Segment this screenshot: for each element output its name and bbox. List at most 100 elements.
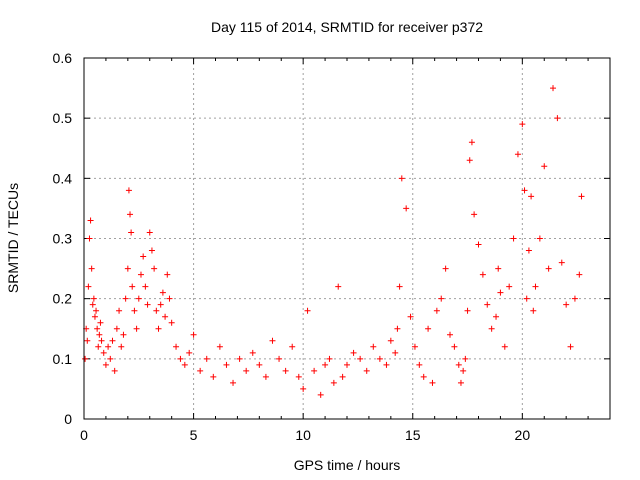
data-point [433, 307, 440, 314]
data-point [82, 355, 89, 362]
data-point [282, 367, 289, 374]
data-point [363, 367, 370, 374]
data-point [125, 187, 132, 194]
data-point [488, 325, 495, 332]
data-point [111, 367, 118, 374]
data-point [256, 361, 263, 368]
data-point [216, 343, 223, 350]
data-point [173, 343, 180, 350]
data-point [166, 295, 173, 302]
data-point [407, 313, 414, 320]
data-point [326, 355, 333, 362]
data-point [376, 355, 383, 362]
x-tick-label: 5 [190, 427, 198, 443]
data-point [85, 283, 92, 290]
x-tick-label: 20 [515, 427, 531, 443]
data-point [394, 325, 401, 332]
data-point [344, 361, 350, 368]
chart-title: Day 115 of 2014, SRMTID for receiver p37… [211, 19, 483, 35]
data-point [460, 367, 467, 374]
data-point [317, 391, 324, 398]
data-point [510, 235, 517, 242]
data-point [102, 361, 109, 368]
data-point [545, 265, 552, 272]
x-tick-label: 10 [295, 427, 311, 443]
data-point [210, 373, 217, 380]
data-point [330, 379, 337, 386]
data-point [144, 301, 151, 308]
data-point [135, 295, 142, 302]
data-point [159, 289, 166, 296]
data-point [124, 265, 131, 272]
data-point [550, 85, 557, 92]
data-point [420, 373, 427, 380]
data-point [84, 337, 91, 344]
x-axis-label: GPS time / hours [294, 457, 401, 473]
data-point [236, 355, 243, 362]
data-point [567, 343, 574, 350]
data-point [107, 355, 114, 362]
data-point [98, 337, 105, 344]
data-point [249, 349, 256, 356]
data-point [339, 373, 346, 380]
data-point [304, 307, 311, 314]
data-point [322, 361, 329, 368]
data-point [105, 343, 112, 350]
data-point [429, 379, 436, 386]
data-point [530, 307, 537, 314]
data-point [438, 295, 445, 302]
y-tick-label: 0.3 [53, 231, 73, 247]
data-point [162, 313, 169, 320]
data-point [146, 229, 153, 236]
data-point [129, 283, 136, 290]
axis-ticks: 0 5 10 15 20 0 0.1 0.2 0.3 0.4 0.5 0.6 [53, 50, 610, 443]
data-point [514, 151, 521, 158]
data-point [142, 283, 149, 290]
data-point [501, 343, 508, 350]
data-point [95, 343, 102, 350]
data-point [558, 259, 565, 266]
data-point [181, 361, 188, 368]
data-point [493, 313, 500, 320]
data-point [86, 235, 93, 242]
data-points [82, 85, 585, 398]
data-point [425, 325, 432, 332]
data-point [398, 175, 405, 182]
data-point [528, 193, 535, 200]
data-point [88, 265, 95, 272]
data-point [442, 265, 449, 272]
data-point [495, 265, 502, 272]
data-point [153, 307, 160, 314]
data-point [109, 337, 116, 344]
data-point [455, 361, 462, 368]
data-point [335, 283, 342, 290]
data-point [93, 307, 100, 314]
data-point [506, 283, 513, 290]
data-point [576, 271, 583, 278]
data-point [457, 379, 464, 386]
y-tick-label: 0.6 [53, 50, 73, 66]
data-point [89, 301, 96, 308]
y-tick-label: 0.2 [53, 291, 73, 307]
data-point [447, 331, 454, 338]
data-point [230, 379, 237, 386]
grid-lines [84, 58, 610, 419]
data-point [387, 337, 394, 344]
data-point [127, 211, 134, 218]
data-point [94, 325, 101, 332]
data-point [131, 307, 138, 314]
data-point [262, 373, 269, 380]
data-point [90, 295, 97, 302]
data-point [140, 253, 147, 260]
data-point [133, 325, 140, 332]
data-point [411, 343, 418, 350]
data-point [276, 355, 283, 362]
data-point [370, 343, 377, 350]
data-point [403, 205, 410, 212]
data-point [392, 349, 399, 356]
data-point [416, 361, 423, 368]
data-point [541, 163, 548, 170]
data-point [155, 325, 162, 332]
